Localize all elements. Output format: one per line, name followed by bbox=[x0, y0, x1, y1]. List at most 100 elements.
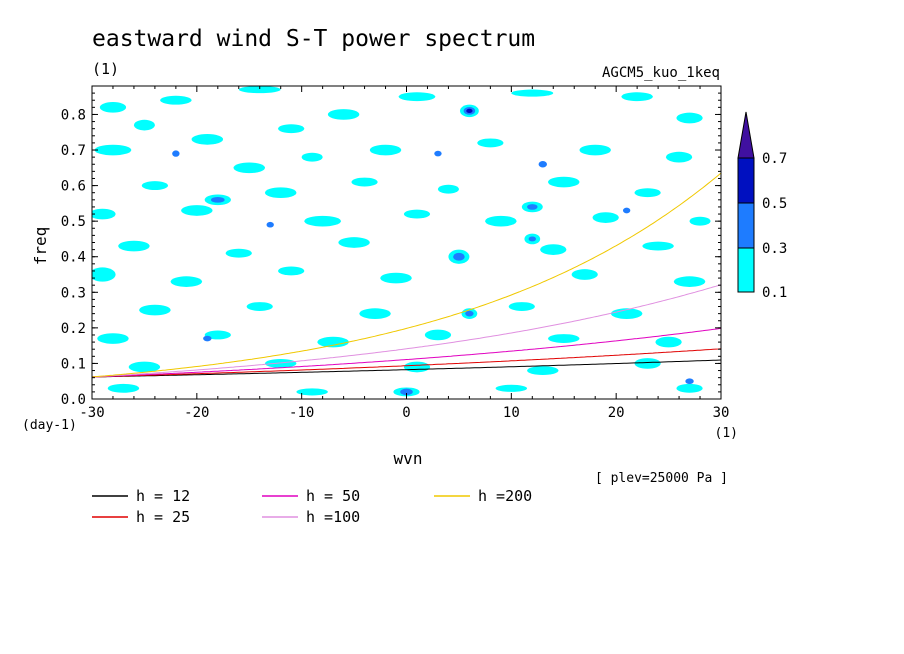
y-tick-label: 0.5 bbox=[61, 214, 86, 230]
plot-frame bbox=[91, 85, 722, 400]
contour-patch bbox=[655, 336, 682, 348]
contour-patch bbox=[511, 89, 554, 97]
contour-patch bbox=[304, 215, 341, 227]
contour-patch bbox=[141, 181, 169, 191]
contour-patch bbox=[642, 241, 674, 251]
y-tick-label: 0.8 bbox=[61, 107, 86, 123]
y-axis: 0.0 0.1 0.2 0.3 0.4 0.5 0.6 0.7 0.8 bbox=[61, 92, 721, 408]
contour-patch bbox=[622, 207, 631, 214]
y-tick-label: 0.1 bbox=[61, 356, 86, 372]
contour-patch bbox=[118, 240, 150, 252]
chart-title: eastward wind S-T power spectrum bbox=[92, 26, 535, 52]
contour-patch bbox=[264, 358, 297, 368]
units-label: (1) bbox=[92, 60, 119, 78]
contour-patch bbox=[495, 384, 528, 392]
contour-patch bbox=[527, 366, 559, 375]
contour-patch bbox=[400, 388, 413, 396]
x-units-label: (1) bbox=[715, 426, 738, 441]
contour-patch bbox=[434, 150, 442, 157]
contour-patch bbox=[676, 383, 703, 393]
contour-patch bbox=[571, 269, 598, 280]
colorbar-label: 0.5 bbox=[762, 196, 787, 212]
y-tick-label: 0.4 bbox=[61, 250, 86, 266]
contour-patch bbox=[398, 92, 436, 102]
contour-patch bbox=[689, 216, 711, 226]
contour-patch bbox=[528, 236, 536, 242]
contour-patch bbox=[621, 92, 653, 102]
contour-patch bbox=[278, 266, 305, 276]
contour-patch bbox=[191, 134, 224, 145]
contour-patch bbox=[485, 215, 517, 227]
x-axis: -30 -20 -10 0 10 20 30 bbox=[79, 86, 729, 421]
contour-patch bbox=[238, 86, 281, 94]
contour-patch bbox=[540, 244, 567, 255]
contour-patch bbox=[225, 248, 252, 258]
contour-patch bbox=[296, 388, 328, 396]
contour-patch bbox=[204, 330, 231, 340]
x-tick-label: 10 bbox=[503, 405, 520, 421]
contour-patch bbox=[437, 184, 459, 194]
contour-patch bbox=[94, 144, 132, 156]
level-note: [ plev=25000 Pa ] bbox=[595, 471, 728, 486]
x-tick-label: -30 bbox=[79, 405, 104, 421]
contour-patch bbox=[665, 151, 693, 163]
legend-label: h =100 bbox=[306, 508, 360, 526]
colorbar-label: 0.3 bbox=[762, 241, 787, 257]
contour-patch bbox=[107, 383, 140, 393]
contour-patch bbox=[403, 209, 431, 219]
x-tick-label: -10 bbox=[289, 405, 314, 421]
contour-patch bbox=[92, 267, 116, 282]
x-tick-label: 30 bbox=[713, 405, 730, 421]
contour-patch bbox=[181, 205, 213, 216]
contour-patch bbox=[610, 308, 643, 319]
y-tick-label: 0.6 bbox=[61, 179, 86, 195]
contour-patch bbox=[203, 335, 212, 342]
contour-patch bbox=[359, 308, 391, 319]
contour-patch bbox=[508, 302, 535, 311]
colorbar: 0.1 0.3 0.5 0.7 bbox=[737, 111, 787, 301]
y-tick-label: 0.2 bbox=[61, 321, 86, 337]
contour-patch bbox=[97, 333, 129, 344]
contour-patch bbox=[592, 212, 619, 223]
contour-patch bbox=[246, 302, 273, 311]
contour-patch bbox=[403, 361, 431, 373]
legend: h = 12 h = 25 h = 50 h =100 h =200 bbox=[92, 487, 532, 526]
legend-label: h = 25 bbox=[136, 508, 190, 526]
contour-patch bbox=[579, 144, 611, 156]
contour-patch bbox=[128, 361, 161, 373]
contour-patch bbox=[351, 177, 378, 187]
model-label: AGCM5_kuo_1keq bbox=[602, 65, 720, 81]
contour-patch bbox=[634, 188, 661, 198]
contour-patch bbox=[466, 108, 473, 114]
contour-field bbox=[92, 86, 711, 397]
contour-patch bbox=[210, 196, 225, 203]
contour-patch bbox=[453, 252, 465, 261]
contour-patch bbox=[99, 102, 127, 113]
contour-patch bbox=[465, 310, 474, 317]
contour-patch bbox=[160, 95, 192, 105]
legend-label: h = 50 bbox=[306, 487, 360, 505]
contour-patch bbox=[380, 272, 412, 284]
colorbar-label: 0.7 bbox=[762, 151, 787, 167]
y-units-label: (day-1) bbox=[22, 418, 77, 433]
contour-patch bbox=[527, 204, 538, 210]
contour-patch bbox=[538, 161, 547, 168]
legend-label: h = 12 bbox=[136, 487, 190, 505]
contour-patch bbox=[676, 112, 703, 124]
dispersion-curve-h50 bbox=[92, 327, 721, 378]
contour-patch bbox=[317, 336, 349, 348]
contour-patch bbox=[133, 119, 155, 131]
dispersion-curves bbox=[92, 172, 721, 378]
contour-patch bbox=[233, 162, 265, 174]
contour-patch bbox=[139, 304, 171, 316]
contour-patch bbox=[634, 358, 661, 369]
contour-patch bbox=[301, 152, 323, 162]
y-tick-label: 0.0 bbox=[61, 392, 86, 408]
colorbar-segment bbox=[737, 202, 755, 249]
y-tick-label: 0.7 bbox=[61, 143, 86, 159]
colorbar-segment bbox=[737, 247, 755, 293]
contour-patch bbox=[685, 378, 694, 385]
contour-patch bbox=[424, 329, 452, 341]
contour-patch bbox=[369, 144, 402, 156]
